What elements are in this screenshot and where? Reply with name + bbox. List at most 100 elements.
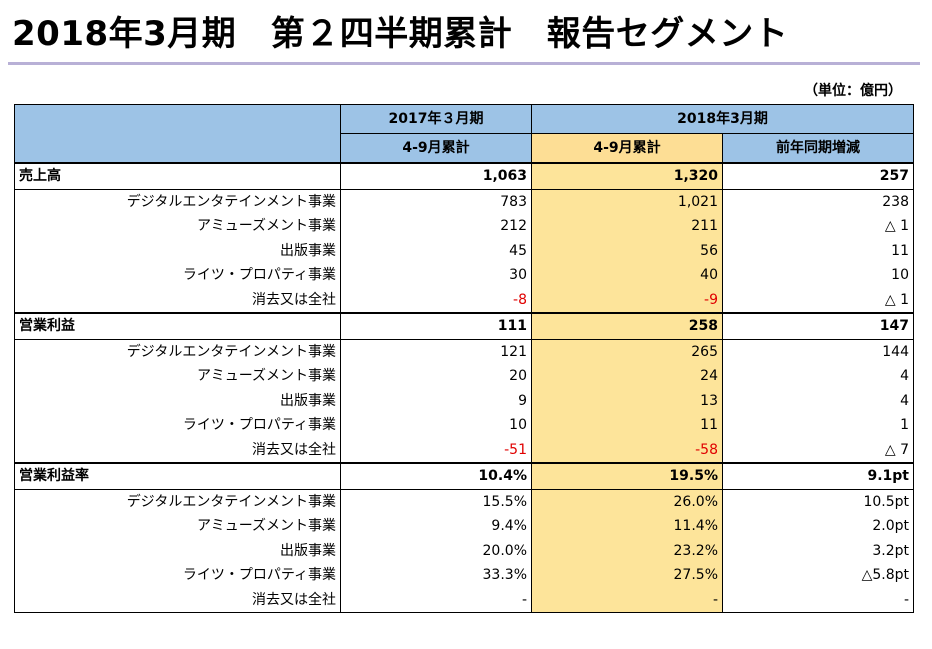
segment-diff-value: △ 7 xyxy=(722,437,914,464)
segment-table-body: 2017年３月期 2018年3月期 4-9月累計 4-9月累計 前年同期増減 売… xyxy=(14,104,914,613)
segment-curr-value: - xyxy=(531,587,723,613)
segment-row: アミューズメント事業 9.4% 11.4% 2.0pt xyxy=(14,514,914,539)
segment-diff-value: 2.0pt xyxy=(722,514,914,539)
segment-label: 出版事業 xyxy=(14,238,341,263)
section-title: 営業利益率 xyxy=(14,462,341,490)
segment-prev-value: 20 xyxy=(340,364,532,389)
segment-curr-value: 26.0% xyxy=(531,489,723,514)
total-diff-value: 147 xyxy=(722,312,914,340)
header-period-prev: 2017年３月期 xyxy=(340,104,532,134)
segment-curr-value: -58 xyxy=(531,437,723,464)
total-prev-value: 111 xyxy=(340,312,532,340)
segment-label: デジタルエンタテインメント事業 xyxy=(14,339,341,364)
section-title: 営業利益 xyxy=(14,312,341,340)
segment-prev-value: 20.0% xyxy=(340,538,532,563)
segment-curr-value: 40 xyxy=(531,263,723,288)
segment-curr-value: 11 xyxy=(531,413,723,438)
segment-curr-value: 27.5% xyxy=(531,563,723,588)
total-diff-value: 257 xyxy=(722,162,914,190)
segment-diff-value: △ 1 xyxy=(722,287,914,314)
total-curr-value: 1,320 xyxy=(531,162,723,190)
segment-label: 消去又は全社 xyxy=(14,437,341,464)
header-corner xyxy=(14,104,341,164)
header-cum-prev: 4-9月累計 xyxy=(340,133,532,164)
segment-row: 出版事業 9 13 4 xyxy=(14,388,914,413)
segment-label: ライツ・プロパティ事業 xyxy=(14,263,341,288)
segment-prev-value: 10 xyxy=(340,413,532,438)
segment-curr-value: 24 xyxy=(531,364,723,389)
header-yoy: 前年同期増減 xyxy=(722,133,914,164)
segment-label: 消去又は全社 xyxy=(14,287,341,314)
segment-diff-value: 10 xyxy=(722,263,914,288)
segment-row: 出版事業 20.0% 23.2% 3.2pt xyxy=(14,538,914,563)
segment-diff-value: 4 xyxy=(722,364,914,389)
segment-row: デジタルエンタテインメント事業 121 265 144 xyxy=(14,339,914,364)
segment-row: 消去又は全社 -51 -58 △ 7 xyxy=(14,437,914,464)
segment-curr-value: 11.4% xyxy=(531,514,723,539)
total-curr-value: 258 xyxy=(531,312,723,340)
segment-row: ライツ・プロパティ事業 10 11 1 xyxy=(14,413,914,438)
page-title: 2018年3月期 第２四半期累計 報告セグメント xyxy=(12,14,789,54)
segment-prev-value: -51 xyxy=(340,437,532,464)
segment-label: 消去又は全社 xyxy=(14,587,341,613)
segment-prev-value: - xyxy=(340,587,532,613)
segment-prev-value: 9.4% xyxy=(340,514,532,539)
segment-curr-value: 1,021 xyxy=(531,189,723,214)
segment-row: ライツ・プロパティ事業 30 40 10 xyxy=(14,263,914,288)
total-diff-value: 9.1pt xyxy=(722,462,914,490)
section-total-row: 営業利益 111 258 147 xyxy=(14,312,914,340)
section-total-row: 営業利益率 10.4% 19.5% 9.1pt xyxy=(14,462,914,490)
segment-prev-value: 9 xyxy=(340,388,532,413)
segment-prev-value: 30 xyxy=(340,263,532,288)
header-row-cumulative: 4-9月累計 4-9月累計 前年同期増減 xyxy=(15,133,914,164)
segment-curr-value: 265 xyxy=(531,339,723,364)
segment-row: アミューズメント事業 20 24 4 xyxy=(14,364,914,389)
segment-row: デジタルエンタテインメント事業 15.5% 26.0% 10.5pt xyxy=(14,489,914,514)
segment-diff-value: 4 xyxy=(722,388,914,413)
segment-diff-value: 11 xyxy=(722,238,914,263)
segment-row: 消去又は全社 -8 -9 △ 1 xyxy=(14,287,914,314)
segment-label: アミューズメント事業 xyxy=(14,364,341,389)
segment-label: 出版事業 xyxy=(14,388,341,413)
segment-label: デジタルエンタテインメント事業 xyxy=(14,489,341,514)
segment-diff-value: △5.8pt xyxy=(722,563,914,588)
total-curr-value: 19.5% xyxy=(531,462,723,490)
segment-diff-value: 1 xyxy=(722,413,914,438)
segment-table: 2017年３月期 2018年3月期 4-9月累計 4-9月累計 前年同期増減 売… xyxy=(14,104,914,613)
segment-prev-value: 212 xyxy=(340,214,532,239)
segment-label: デジタルエンタテインメント事業 xyxy=(14,189,341,214)
segment-row: アミューズメント事業 212 211 △ 1 xyxy=(14,214,914,239)
segment-label: ライツ・プロパティ事業 xyxy=(14,563,341,588)
header-row-periods: 2017年３月期 2018年3月期 xyxy=(14,104,914,164)
title-divider xyxy=(8,62,920,65)
segment-diff-value: 10.5pt xyxy=(722,489,914,514)
segment-prev-value: 783 xyxy=(340,189,532,214)
segment-diff-value: - xyxy=(722,587,914,613)
segment-curr-value: 211 xyxy=(531,214,723,239)
segment-label: ライツ・プロパティ事業 xyxy=(14,413,341,438)
segment-diff-value: 144 xyxy=(722,339,914,364)
segment-row: ライツ・プロパティ事業 33.3% 27.5% △5.8pt xyxy=(14,563,914,588)
segment-prev-value: 15.5% xyxy=(340,489,532,514)
segment-curr-value: 56 xyxy=(531,238,723,263)
segment-label: 出版事業 xyxy=(14,538,341,563)
segment-curr-value: -9 xyxy=(531,287,723,314)
segment-label: アミューズメント事業 xyxy=(14,514,341,539)
section-total-row: 売上高 1,063 1,320 257 xyxy=(14,162,914,190)
segment-curr-value: 23.2% xyxy=(531,538,723,563)
total-prev-value: 1,063 xyxy=(340,162,532,190)
segment-row: デジタルエンタテインメント事業 783 1,021 238 xyxy=(14,189,914,214)
segment-row: 消去又は全社 - - - xyxy=(14,587,914,613)
section-title: 売上高 xyxy=(14,162,341,190)
header-period-curr: 2018年3月期 xyxy=(531,104,914,134)
segment-row: 出版事業 45 56 11 xyxy=(14,238,914,263)
segment-diff-value: 238 xyxy=(722,189,914,214)
segment-diff-value: 3.2pt xyxy=(722,538,914,563)
unit-note: （単位：億円） xyxy=(804,83,902,99)
segment-label: アミューズメント事業 xyxy=(14,214,341,239)
segment-prev-value: -8 xyxy=(340,287,532,314)
segment-diff-value: △ 1 xyxy=(722,214,914,239)
header-cum-curr: 4-9月累計 xyxy=(531,133,723,164)
segment-curr-value: 13 xyxy=(531,388,723,413)
total-prev-value: 10.4% xyxy=(340,462,532,490)
